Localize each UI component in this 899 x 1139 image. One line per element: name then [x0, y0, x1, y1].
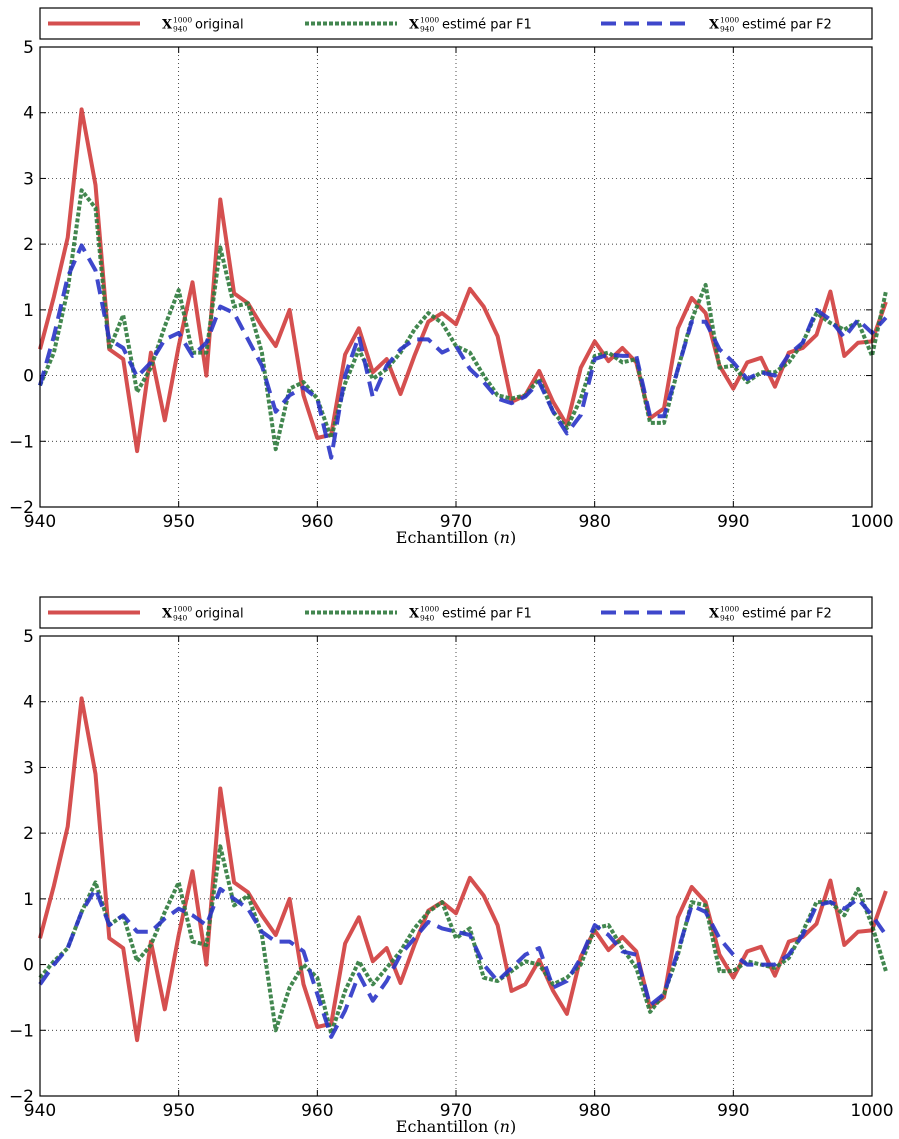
- legend-box: [39, 596, 873, 629]
- legend-symbol: X: [709, 607, 720, 622]
- series-line-3: [38, 243, 888, 460]
- legend-subscript: 940: [420, 25, 435, 34]
- legend-label: original: [195, 607, 244, 622]
- plot-frame: [39, 46, 873, 508]
- y-tick-label: 3: [23, 169, 34, 189]
- legend-label: estimé par F1: [442, 607, 532, 622]
- legend-subscript: 940: [720, 25, 735, 34]
- y-tick-label: 4: [23, 104, 34, 124]
- legend-subscript: 940: [173, 614, 188, 623]
- legend-superscript: 1000: [720, 605, 739, 614]
- x-tick-label: 1000: [850, 512, 893, 532]
- y-tick-label: −1: [9, 432, 34, 452]
- x-tick-label: 960: [301, 1101, 333, 1121]
- x-tick-label: 950: [162, 1101, 194, 1121]
- legend-label: estimé par F1: [442, 18, 532, 33]
- legend-symbol: X: [709, 18, 720, 33]
- y-tick-label: 1: [23, 301, 34, 321]
- series-line-2: [38, 188, 888, 452]
- legend-box: [39, 7, 873, 40]
- y-tick-label: 2: [23, 235, 34, 255]
- x-axis-label: Echantillon (n): [396, 528, 516, 547]
- x-tick-label: 950: [162, 512, 194, 532]
- plot-area: [40, 47, 872, 507]
- plot-frame: [39, 635, 873, 1097]
- x-tick-label: 960: [301, 512, 333, 532]
- chart-bottom: 940 950 960 970 980 990 1000 −2 −1 0 1 2 3 4 5 Echantil…: [9, 596, 894, 1136]
- legend-label: original: [195, 18, 244, 33]
- y-tick-label: 3: [23, 758, 34, 778]
- y-tick-label: −2: [9, 1087, 34, 1107]
- x-tick-label: 940: [24, 512, 56, 532]
- y-tick-label: 0: [23, 367, 34, 387]
- legend-subscript: 940: [173, 25, 188, 34]
- y-tick-label: 5: [23, 38, 34, 58]
- legend-label: estimé par F2: [742, 607, 832, 622]
- x-axis-label: Echantillon (n): [396, 1117, 516, 1136]
- x-tick-label: 980: [578, 512, 610, 532]
- legend-subscript: 940: [420, 614, 435, 623]
- legend-superscript: 1000: [720, 16, 739, 25]
- y-tick-label: 2: [23, 824, 34, 844]
- x-tick-label: 970: [440, 1101, 472, 1121]
- legend-superscript: 1000: [420, 605, 439, 614]
- x-tick-label: 990: [717, 1101, 749, 1121]
- series-line-1: [38, 696, 888, 1043]
- chart-top: 940 950 960 970 980 990 1000 −2 −1 0 1 2 3 4 5 Echantil…: [9, 7, 894, 547]
- y-tick-label: 5: [23, 627, 34, 647]
- x-tick-label: 1000: [850, 1101, 893, 1121]
- legend-symbol: X: [409, 607, 420, 622]
- x-tick-label: 940: [24, 1101, 56, 1121]
- y-tick-label: −2: [9, 498, 34, 518]
- y-tick-label: 4: [23, 693, 34, 713]
- y-tick-label: 1: [23, 890, 34, 910]
- x-tick-label: 970: [440, 512, 472, 532]
- legend-label: estimé par F2: [742, 18, 832, 33]
- x-tick-label: 980: [578, 1101, 610, 1121]
- y-tick-label: −1: [9, 1021, 34, 1041]
- legend-symbol: X: [162, 18, 173, 33]
- y-tick-label: 0: [23, 956, 34, 976]
- legend-symbol: X: [162, 607, 173, 622]
- legend-superscript: 1000: [420, 16, 439, 25]
- legend-superscript: 1000: [173, 605, 192, 614]
- x-tick-label: 990: [717, 512, 749, 532]
- legend-symbol: X: [409, 18, 420, 33]
- legend-subscript: 940: [720, 614, 735, 623]
- legend-superscript: 1000: [173, 16, 192, 25]
- series-line-3: [38, 887, 888, 1039]
